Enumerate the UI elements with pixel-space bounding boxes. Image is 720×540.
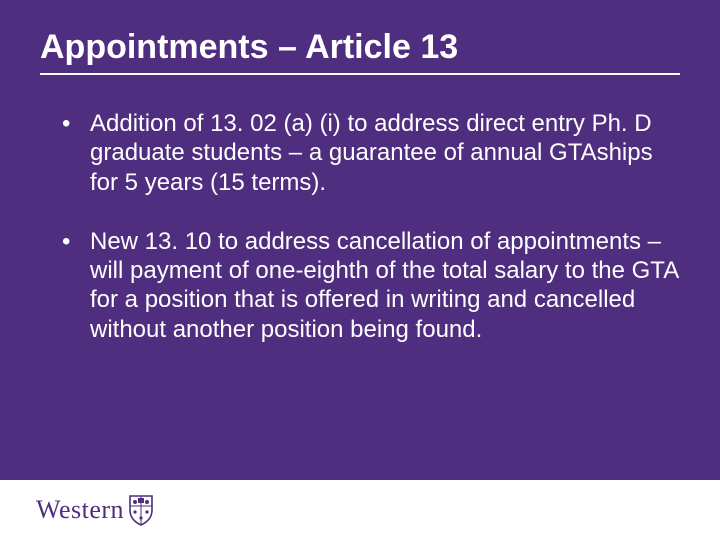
bullet-item: Addition of 13. 02 (a) (i) to address di… bbox=[68, 109, 680, 197]
bullet-item: New 13. 10 to address cancellation of ap… bbox=[68, 227, 680, 344]
footer-bar: Western bbox=[0, 480, 720, 540]
bullet-list: Addition of 13. 02 (a) (i) to address di… bbox=[40, 109, 680, 344]
logo-text: Western bbox=[36, 495, 124, 525]
western-logo: Western bbox=[36, 494, 154, 526]
slide: Appointments – Article 13 Addition of 13… bbox=[0, 0, 720, 540]
western-crest-icon bbox=[128, 494, 154, 526]
slide-title: Appointments – Article 13 bbox=[40, 28, 680, 67]
title-underline bbox=[40, 73, 680, 75]
